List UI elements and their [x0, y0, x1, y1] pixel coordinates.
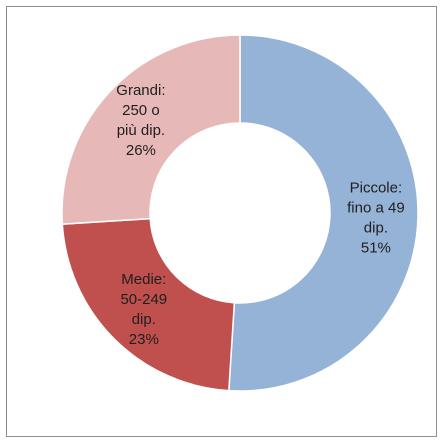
donut-slices — [61, 34, 419, 392]
slice-category-label: dip. — [364, 219, 388, 236]
slice-category-label: 50-249 — [120, 291, 167, 308]
slice-labels: Piccole: fino a 49 dip. 51% Medie: 50-249 dip.… — [116, 82, 404, 348]
slice-category-label: Grandi: — [116, 82, 165, 99]
slice-category-label: dip. — [132, 311, 156, 328]
slice-category-label: Medie: — [121, 271, 166, 288]
donut-slice-0 — [228, 34, 419, 392]
slice-value-label: 23% — [129, 331, 159, 348]
slice-category-label: 250 o — [122, 102, 160, 119]
slice-label-2: Grandi: 250 o più dip. 26% — [116, 82, 165, 159]
slice-label-0: Piccole: fino a 49 dip. 51% — [347, 179, 405, 256]
slice-label-1: Medie: 50-249 dip. 23% — [120, 271, 167, 348]
slice-category-label: più dip. — [117, 122, 165, 139]
slice-category-label: fino a 49 — [347, 199, 405, 216]
slice-category-label: Piccole: — [350, 179, 403, 196]
donut-slice-1 — [61, 217, 236, 392]
donut-slice-2 — [61, 34, 241, 225]
slice-value-label: 51% — [361, 239, 391, 256]
slice-value-label: 26% — [126, 142, 156, 159]
